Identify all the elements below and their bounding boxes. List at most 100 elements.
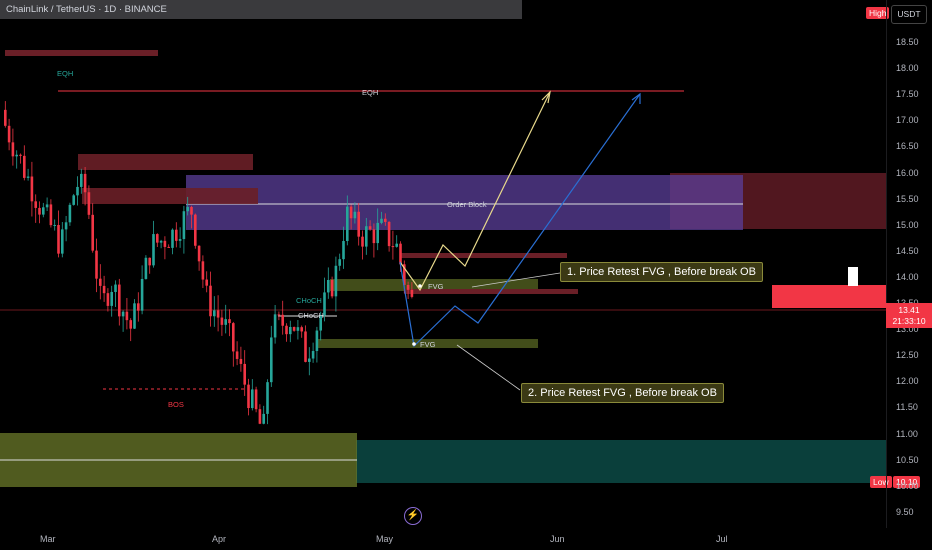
candle-body [34,201,37,208]
supply-box-1 [78,154,253,170]
demand-zone [356,440,886,483]
candle-body [91,214,94,251]
time-tick: Apr [212,534,227,544]
candle-body [87,192,91,215]
candle-body [304,331,307,362]
candle-body [384,218,387,222]
candle-body [53,224,56,226]
candle-body [167,246,170,248]
candle-body [83,173,87,193]
candle-body [387,221,391,247]
candle-body [262,413,265,424]
candle-body [327,279,330,293]
candle-body [216,310,220,318]
candle-body [243,363,246,385]
candle-body [292,326,296,331]
candle-body [30,176,34,202]
eqh-line-label: EQH [362,88,379,97]
time-tick: Jul [716,534,728,544]
choch-label-2: CHoCH [298,311,324,320]
order-block-label: Order Block [447,200,487,209]
candle-body [121,311,125,317]
price-tick: 18.00 [896,63,919,74]
price-tick: 11.00 [896,428,918,439]
candle-body [137,303,140,311]
candle-body [353,211,357,219]
fvg-lower-point [412,342,416,346]
price-axis[interactable] [886,0,932,528]
callout-1-connector [471,272,561,288]
candle-body [338,259,341,266]
candle-body [49,204,53,226]
callout-second-retest[interactable]: 2. Price Retest FVG , Before break OB [521,383,724,403]
candle-body [311,351,315,359]
time-tick: Jun [550,534,565,544]
currency-selector[interactable]: USDT [891,5,927,24]
price-tick: 14.50 [896,245,919,256]
candle-body [346,206,349,242]
current-price-box [772,285,886,308]
candle-body [254,389,258,410]
price-tick: 18.50 [896,37,919,47]
candle-body [342,241,345,260]
candle-body [102,285,106,294]
price-tick: 15.00 [896,219,919,230]
choch-label-1: CHoCH [296,296,322,305]
candle-body [368,226,372,230]
candle-body [399,243,402,265]
projection-path-yellow [399,91,551,292]
supply-box-2 [82,188,258,204]
candle-body [106,293,110,306]
candle-body [201,261,205,280]
candle-body [140,278,144,311]
candle-body [334,265,338,297]
projection-path-blue [399,93,641,348]
candle-body [270,337,273,383]
candle-body [365,226,368,247]
price-tick: 17.50 [896,89,919,100]
price-tick: 10.50 [896,454,919,465]
price-tick: 13.00 [896,324,919,335]
bos-label: BOS [168,400,184,409]
candle-body [380,218,383,223]
candle-body [156,234,159,243]
candle-body [220,317,224,325]
lightning-icon[interactable]: ⚡ [404,507,422,525]
candle-body [186,206,189,212]
candle-body [11,142,15,157]
fvg-upper-zone [330,279,538,291]
current-price: 13.41 [898,305,920,315]
fvg-upper-point [418,284,422,288]
candle-body [171,229,174,248]
candle-body [38,207,41,215]
fvg-upper-label: FVG [428,282,444,291]
price-box-notch [848,267,858,286]
candle-body [144,257,148,279]
symbol-header-bar[interactable]: ChainLink / TetherUS · 1D · BINANCE [0,0,522,19]
candle-body [152,234,155,266]
candle-body [323,292,326,316]
supply-thin-2 [404,289,578,294]
candle-body [148,257,151,266]
candle-body [76,186,79,196]
candle-body [395,243,398,247]
candle-body [258,409,262,424]
price-tick: 10.00 [896,480,919,491]
candle-body [410,289,414,297]
projection-arrow-yellow [541,90,551,104]
candle-body [182,211,186,240]
candle-body [178,239,182,241]
bar-countdown: 21:33:10 [892,316,926,326]
candle-body [235,351,239,359]
candle-body [114,284,117,292]
candle-body [273,314,277,338]
candle-body [285,325,288,335]
callout-first-retest[interactable]: 1. Price Retest FVG , Before break OB [560,262,763,282]
time-tick: Mar [40,534,56,544]
candle-body [296,327,300,331]
order-block-zone [186,175,743,230]
candle-body [194,214,197,246]
candle-body [232,323,235,352]
candle-body [15,154,18,157]
